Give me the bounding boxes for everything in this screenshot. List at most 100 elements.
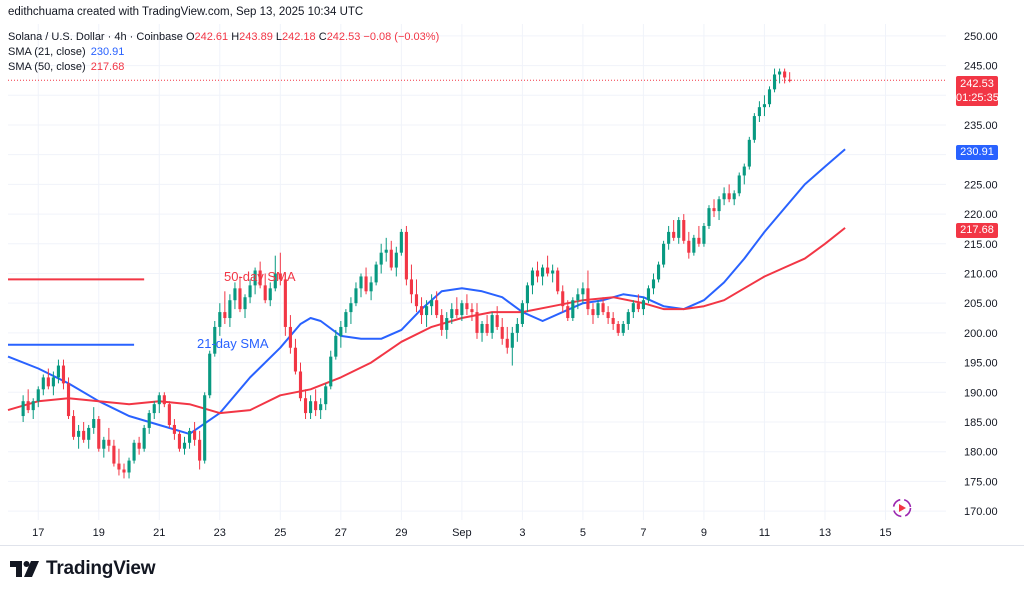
candle-down	[697, 225, 701, 247]
sma50-price-tag: 217.68	[956, 223, 998, 238]
candle-body	[450, 309, 454, 319]
candle-up	[248, 279, 252, 304]
candle-body	[157, 395, 161, 405]
candle-body	[465, 303, 469, 310]
candle-body	[379, 252, 383, 265]
candle-body	[374, 264, 378, 283]
candle-down	[636, 294, 640, 313]
y-tick-label: 220.00	[964, 209, 998, 221]
candle-body	[430, 300, 434, 307]
candle-body	[757, 107, 761, 117]
candle-body	[359, 276, 363, 289]
candle-down	[112, 439, 116, 467]
candle-up	[268, 282, 272, 307]
candle-up	[581, 282, 585, 304]
sma21-legend-row[interactable]: SMA (21, close) 230.91	[8, 45, 439, 60]
candle-body	[223, 312, 227, 319]
tradingview-wordmark: TradingView	[46, 558, 156, 579]
x-tick-label: 23	[214, 527, 226, 539]
candle-body	[258, 270, 262, 286]
y-tick-label: 180.00	[964, 447, 998, 459]
candle-down	[66, 377, 71, 420]
sma-lines	[7, 148, 846, 435]
candle-body	[737, 175, 741, 194]
candle-up	[319, 398, 323, 420]
sma50-legend-row[interactable]: SMA (50, close) 217.68	[8, 60, 439, 75]
candle-body	[324, 386, 328, 405]
candle-up	[152, 401, 156, 420]
candle-up	[425, 300, 429, 327]
candle-down	[606, 306, 610, 324]
candle-up	[92, 407, 96, 434]
candle-up	[702, 222, 706, 247]
candle-body	[591, 309, 595, 316]
candle-body	[772, 74, 777, 90]
candle-body	[329, 356, 333, 387]
candle-up	[31, 398, 35, 420]
candle-up	[576, 288, 580, 310]
candle-up	[384, 237, 388, 262]
candle-body	[203, 395, 207, 461]
candle-body	[132, 442, 136, 461]
candle-body	[208, 353, 212, 396]
candle-up	[203, 392, 207, 464]
candle-body	[268, 288, 272, 301]
candle-up	[324, 383, 328, 411]
candle-body	[334, 335, 338, 357]
candle-body	[172, 424, 176, 434]
x-tick-label: 13	[819, 527, 831, 539]
candle-down	[177, 430, 182, 452]
candle-body	[677, 220, 681, 238]
candle-down	[278, 252, 282, 286]
candle-up	[354, 282, 358, 307]
candle-body	[102, 439, 106, 449]
candle-body	[495, 315, 499, 327]
candle-down	[409, 264, 414, 304]
candle-up	[571, 297, 575, 322]
candle-up	[762, 95, 767, 117]
candle-body	[278, 273, 282, 280]
candle-body	[198, 439, 202, 461]
candle-body	[788, 79, 792, 81]
candle-up	[707, 205, 711, 229]
candle-down	[283, 273, 287, 336]
candle-body	[309, 401, 313, 414]
last-price-tag: 242.53 01:25:35	[956, 76, 999, 106]
candle-body	[87, 427, 91, 440]
tradingview-logo[interactable]: TradingView	[10, 558, 156, 580]
candle-up	[596, 300, 600, 319]
candle-body	[505, 338, 509, 348]
candle-body	[576, 294, 580, 301]
candle-up	[87, 424, 91, 449]
candle-body	[672, 231, 676, 238]
candle-body	[656, 264, 661, 280]
candle-body	[581, 288, 585, 295]
candle-body	[611, 318, 615, 324]
candle-body	[187, 430, 192, 443]
candle-body	[364, 276, 368, 292]
low-label: L	[275, 31, 283, 43]
y-tick-label: 245.00	[964, 61, 998, 73]
candle-body	[404, 231, 408, 280]
x-tick-label: 3	[519, 527, 525, 539]
candle-up	[218, 303, 222, 336]
candle-body	[561, 291, 565, 307]
y-tick-label: 205.00	[964, 298, 998, 310]
candle-up	[41, 374, 45, 396]
price-chart[interactable]: 170.00 175.00 180.00 185.00 190.00 195.00 200.…	[0, 0, 1024, 545]
replay-icon[interactable]	[892, 498, 912, 518]
close-value: 242.53	[326, 31, 361, 43]
time-axis: 17 19 21 23 25 27 29 Sep 3 5 7 9 11 13 15	[32, 527, 891, 539]
candle-body	[520, 303, 524, 324]
candle-body	[651, 279, 656, 289]
candle-body	[152, 404, 156, 414]
candle-up	[621, 321, 625, 336]
sma21-annotation: 21-day SMA	[197, 336, 269, 351]
candle-down	[687, 231, 691, 259]
sma50-label: SMA (50, close)	[8, 61, 86, 73]
candle-body	[349, 303, 353, 313]
candle-down	[404, 225, 408, 286]
candle-body	[283, 279, 287, 327]
symbol-legend-row[interactable]: Solana / U.S. Dollar · 4h · Coinbase O24…	[8, 30, 439, 45]
candle-body	[712, 208, 716, 212]
